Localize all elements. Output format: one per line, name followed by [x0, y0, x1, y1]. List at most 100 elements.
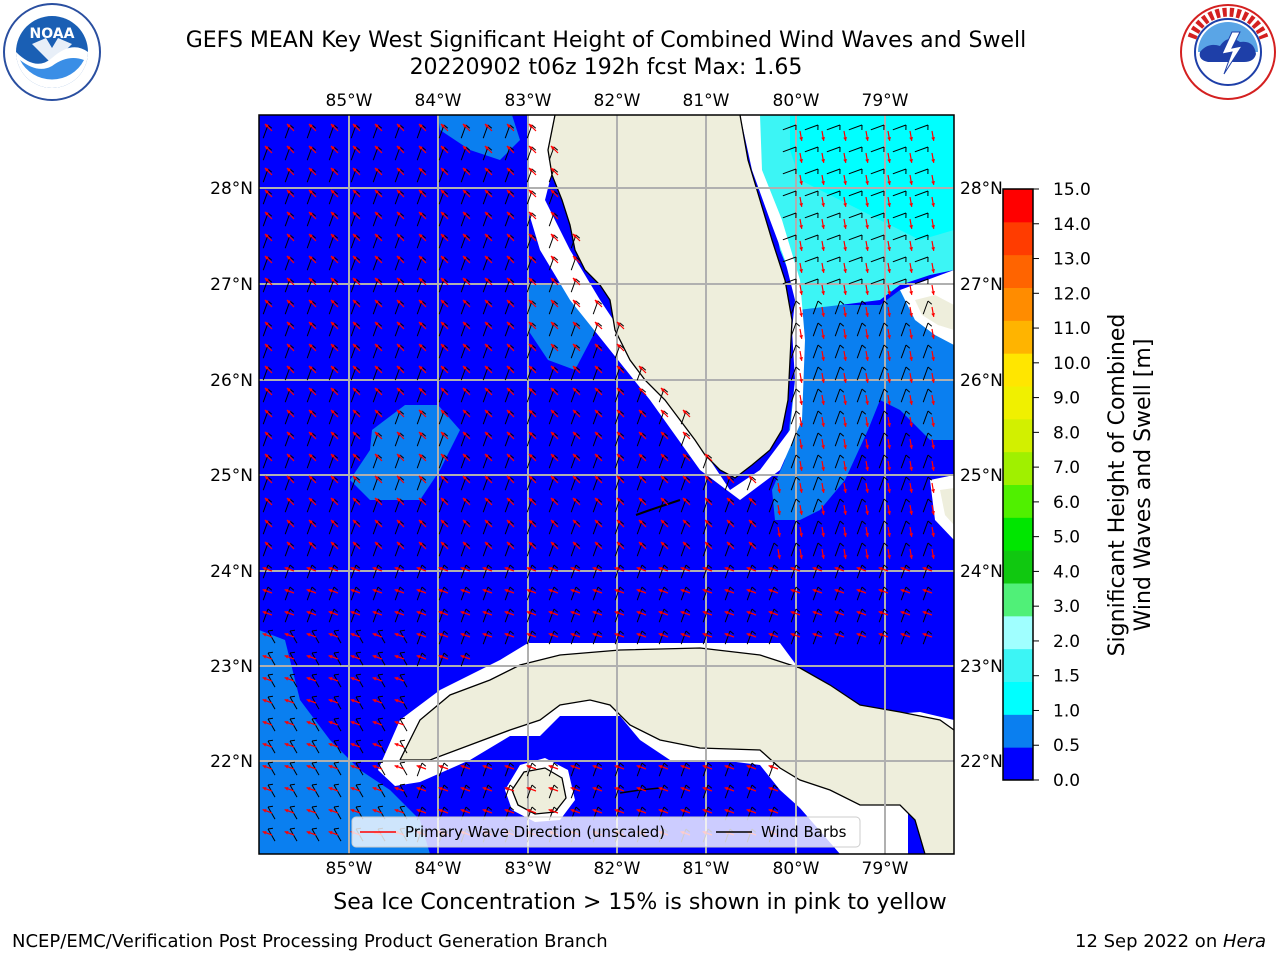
- wave-arrowhead: [616, 343, 621, 348]
- wind-barb-flag: [685, 608, 691, 613]
- wind-barb-flag: [333, 234, 339, 239]
- wave-arrowhead: [264, 189, 269, 194]
- wave-arrowhead: [922, 588, 927, 593]
- wind-barb: [804, 256, 819, 263]
- wind-barb: [856, 476, 863, 491]
- wave-arrowhead: [702, 764, 707, 769]
- wind-barb: [284, 344, 291, 359]
- wind-barb-flag: [289, 322, 295, 327]
- wind-barb: [394, 300, 401, 315]
- wind-barb-flag: [311, 520, 317, 525]
- wave-arrowhead: [460, 566, 465, 571]
- wave-arrowhead: [746, 764, 751, 769]
- wave-arrowhead: [418, 519, 423, 524]
- wave-arrowhead: [440, 277, 445, 282]
- wind-barb: [460, 344, 467, 359]
- wave-arrowhead: [374, 497, 379, 502]
- wave-arrowhead: [748, 475, 753, 480]
- wave-arrowhead: [528, 321, 533, 326]
- wave-arrowhead: [484, 277, 489, 282]
- wind-barb: [284, 586, 291, 601]
- wind-barb: [372, 366, 379, 381]
- wave-arrowhead: [330, 497, 335, 502]
- wind-barb-flag: [311, 190, 317, 195]
- wind-barb-flag: [289, 146, 295, 151]
- wave-arrowhead: [438, 632, 443, 637]
- wave-arrowhead: [328, 742, 333, 747]
- wave-arrowhead: [374, 431, 379, 436]
- wind-barb: [416, 322, 423, 337]
- wave-arrowhead: [931, 489, 936, 493]
- wave-arrowhead: [843, 533, 848, 537]
- lon-label-top: 84°W: [415, 91, 462, 111]
- wind-barb: [416, 476, 423, 491]
- wave-arrowhead: [572, 475, 577, 480]
- lon-label-bottom: 85°W: [326, 859, 373, 879]
- wind-barb-flag: [267, 629, 274, 632]
- wind-barb-flag: [619, 608, 625, 613]
- wind-barb-flag: [421, 586, 427, 591]
- wind-barb: [812, 388, 819, 403]
- wave-arrowhead: [284, 764, 289, 769]
- wave-arrowhead: [286, 277, 291, 282]
- wave-arrowhead: [799, 467, 804, 471]
- wind-barb-flag: [289, 783, 296, 786]
- wave-arrowhead: [768, 610, 773, 615]
- wind-barb: [614, 322, 621, 337]
- wind-barb-flag: [399, 476, 405, 481]
- colorbar-band: [1003, 353, 1033, 387]
- map-frame: [258, 114, 955, 855]
- wind-barb: [482, 344, 489, 359]
- wave-arrowhead: [777, 533, 782, 537]
- wind-barb-flag: [399, 498, 405, 503]
- wave-arrowhead: [264, 167, 269, 172]
- wind-barb: [658, 784, 665, 799]
- wind-barb-flag: [465, 520, 471, 525]
- wind-barb: [826, 256, 841, 263]
- wind-barb: [460, 168, 467, 183]
- wind-barb: [702, 542, 709, 557]
- wind-barb: [658, 498, 665, 513]
- lat-label-right: 22°N: [960, 752, 1003, 772]
- wave-arrowhead: [394, 742, 399, 747]
- wind-barb: [878, 498, 885, 513]
- wave-arrowhead: [887, 247, 892, 251]
- wind-barb-flag: [465, 498, 471, 503]
- wind-barb: [548, 212, 555, 227]
- wind-barb-flag: [619, 366, 625, 371]
- wind-barb: [504, 322, 511, 337]
- wind-barb: [878, 388, 885, 403]
- wind-barb-flag: [443, 344, 449, 349]
- wind-barb-flag: [751, 586, 757, 591]
- wind-barb: [614, 498, 621, 513]
- wave-arrowhead: [616, 519, 621, 524]
- wave-arrowhead: [909, 423, 914, 427]
- wind-barb-flag: [487, 454, 493, 459]
- wind-barb: [592, 454, 599, 469]
- wind-barb: [614, 366, 621, 381]
- wave-arrowhead: [528, 123, 533, 128]
- wind-barb-flag: [289, 739, 296, 742]
- wind-barb-flag: [905, 542, 911, 547]
- wind-barb-flag: [377, 300, 383, 305]
- wind-barb-flag: [399, 212, 405, 217]
- wind-barb: [526, 630, 533, 645]
- wave-arrowhead: [931, 247, 936, 251]
- wave-arrowhead: [372, 632, 377, 637]
- wind-barb-flag: [685, 564, 691, 569]
- wind-barb-flag: [289, 629, 296, 632]
- footer-date: 12 Sep 2022 on Hera: [1075, 931, 1266, 952]
- wave-arrowhead: [900, 632, 905, 637]
- wind-barb: [548, 542, 555, 557]
- wind-barb: [394, 520, 401, 535]
- wind-barb-flag: [509, 630, 515, 635]
- wave-arrowhead: [504, 566, 509, 571]
- wind-barb: [482, 454, 489, 469]
- wind-barb-flag: [817, 432, 823, 437]
- wind-barb-flag: [553, 212, 559, 217]
- wave-arrowhead: [396, 277, 401, 282]
- wind-barb-flag: [553, 806, 559, 811]
- wind-barb-flag: [905, 322, 911, 327]
- wind-barb: [460, 652, 467, 667]
- wind-barb: [394, 256, 401, 271]
